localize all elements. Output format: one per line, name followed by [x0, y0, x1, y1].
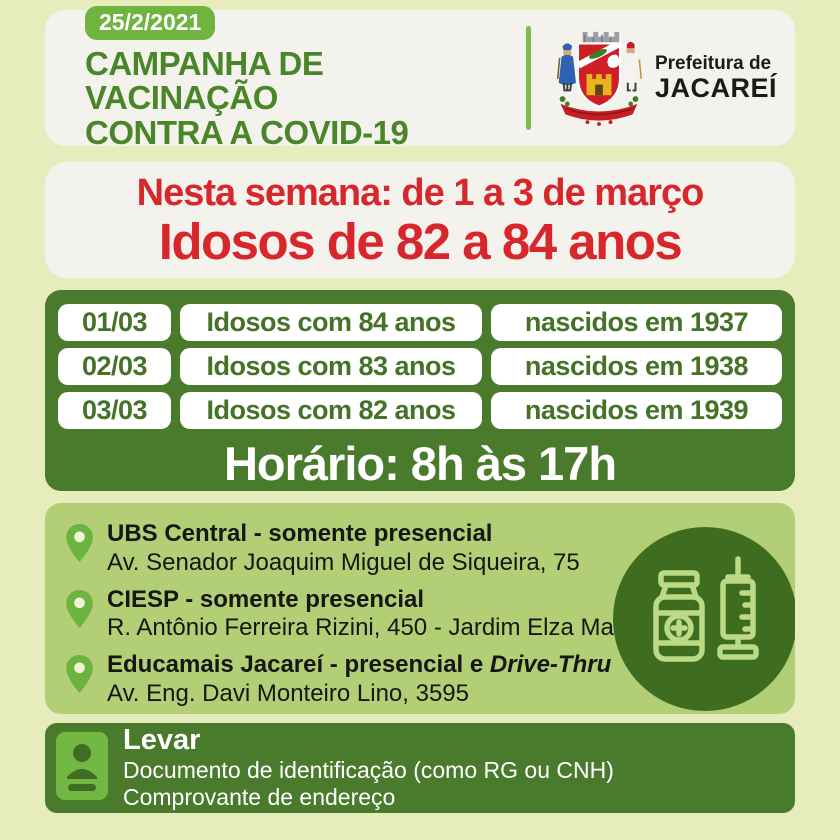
org-name: Prefeitura de JACAREÍ	[654, 52, 777, 103]
location-item: CIESP - somente presencial R. Antônio Fe…	[65, 586, 795, 644]
location-name-text: Educamais Jacareí - presencial e	[107, 651, 490, 679]
location-address: Av. Eng. Davi Monteiro Lino, 3595	[107, 679, 469, 707]
location-name-text: UBS Central - somente presencial	[107, 520, 493, 547]
org-name-line1: Prefeitura de	[654, 52, 772, 74]
schedule-date-pill: 02/03	[58, 348, 171, 385]
schedule-group-pill: Idosos com 83 anos	[180, 348, 482, 385]
page-title: CAMPANHA DE VACINAÇÃO CONTRA A COVID-19	[85, 45, 524, 151]
announcement-group: Idosos de 82 a 84 anos	[158, 213, 683, 270]
announcement-banner: Nesta semana: de 1 a 3 de março Idosos d…	[45, 162, 795, 278]
location-item: Educamais Jacareí - presencial e Drive-T…	[65, 651, 795, 709]
vaccine-icon-circle	[613, 527, 795, 711]
bring-panel: Levar Documento de identificação (como R…	[45, 723, 795, 813]
vertical-divider	[525, 26, 531, 130]
bring-title: Levar	[123, 723, 201, 756]
location-name: Educamais Jacareí - presencial e Drive-T…	[107, 651, 611, 680]
location-item: UBS Central - somente presencial Av. Sen…	[65, 520, 795, 578]
city-hall-logo: Prefeitura de JACAREÍ	[551, 23, 777, 134]
bring-item: Documento de identificação (como RG ou C…	[123, 756, 614, 783]
location-text: Educamais Jacareí - presencial e Drive-T…	[107, 651, 611, 709]
schedule-born-pill: nascidos em 1939	[491, 392, 782, 429]
location-text: UBS Central - somente presencial Av. Sen…	[107, 520, 580, 578]
bring-item: Comprovante de endereço	[123, 783, 396, 810]
location-text: CIESP - somente presencial R. Antônio Fe…	[107, 586, 641, 644]
location-name-italic: Drive-Thru	[489, 651, 612, 679]
schedule-row: 02/03 Idosos com 83 anos nascidos em 193…	[58, 348, 782, 385]
location-name-text: CIESP - somente presencial	[107, 585, 425, 613]
schedule-date-pill: 03/03	[58, 392, 171, 429]
schedule-date-pill: 01/03	[58, 304, 171, 341]
org-name-line2: JACAREÍ	[654, 72, 777, 103]
locations-panel: UBS Central - somente presencial Av. Sen…	[45, 503, 795, 714]
page-title-line1: CAMPANHA DE VACINAÇÃO	[85, 45, 324, 117]
schedule-born-pill: nascidos em 1938	[491, 348, 782, 385]
schedule-group-pill: Idosos com 82 anos	[180, 392, 482, 429]
header-left: 25/2/2021 CAMPANHA DE VACINAÇÃO CONTRA A…	[85, 6, 524, 150]
hours-line: Horário: 8h às 17h	[223, 437, 617, 490]
schedule-group-pill: Idosos com 84 anos	[180, 304, 482, 341]
schedule-panel: 01/03 Idosos com 84 anos nascidos em 193…	[45, 290, 795, 491]
schedule-born-pill: nascidos em 1937	[491, 304, 782, 341]
id-card-icon	[56, 731, 108, 805]
schedule-row: 01/03 Idosos com 84 anos nascidos em 193…	[58, 304, 782, 341]
map-pin-icon	[65, 589, 94, 634]
bring-text: Levar Documento de identificação (como R…	[123, 723, 614, 811]
location-address: R. Antônio Ferreira Rizini, 450 - Jardim…	[107, 614, 641, 642]
map-pin-icon	[65, 523, 94, 568]
map-pin-icon	[65, 654, 94, 699]
date-badge: 25/2/2021	[85, 6, 216, 41]
schedule-row: 03/03 Idosos com 82 anos nascidos em 193…	[58, 392, 782, 429]
vaccine-vial-and-syringe-icon	[644, 553, 766, 686]
jacarei-coat-of-arms-icon	[551, 23, 647, 134]
location-name: UBS Central - somente presencial	[107, 520, 580, 549]
location-address: Av. Senador Joaquim Miguel de Siqueira, …	[107, 548, 580, 576]
page-title-line2: CONTRA A COVID-19	[85, 113, 409, 151]
location-name: CIESP - somente presencial	[107, 586, 641, 615]
header-card: 25/2/2021 CAMPANHA DE VACINAÇÃO CONTRA A…	[45, 6, 795, 149]
announcement-week: Nesta semana: de 1 a 3 de março	[136, 172, 705, 214]
